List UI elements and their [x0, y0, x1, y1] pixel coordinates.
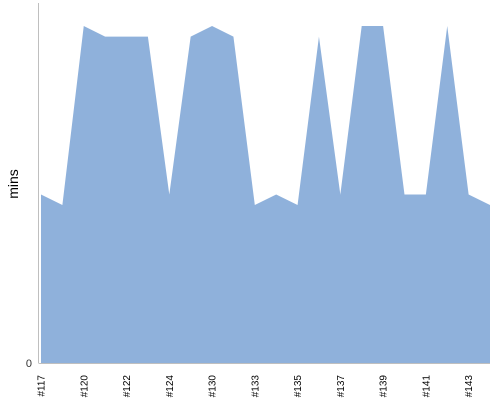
x-tick-label: #133 [250, 375, 261, 398]
x-tick-label: #120 [79, 375, 90, 398]
x-tick-label: #139 [379, 375, 390, 398]
x-tick-label: #117 [37, 375, 48, 397]
x-tick-label: #124 [165, 375, 176, 398]
x-tick-label: #130 [208, 375, 219, 398]
x-tick-label: #137 [336, 375, 347, 398]
x-axis-ticks: #117 #120 #122 #124 #130 #133 #135 #137 #139 #141… [37, 375, 476, 398]
y-tick-label: 0 [26, 358, 32, 370]
y-axis-ticks: 0 [26, 358, 32, 370]
y-axis-title: mins [5, 169, 21, 199]
area-series-0 [41, 26, 490, 364]
x-tick-label: #135 [293, 375, 304, 398]
x-tick-label: #141 [421, 375, 432, 398]
x-tick-label: #143 [464, 375, 475, 398]
x-tick-label: #122 [122, 375, 133, 398]
area-layer [41, 26, 490, 364]
